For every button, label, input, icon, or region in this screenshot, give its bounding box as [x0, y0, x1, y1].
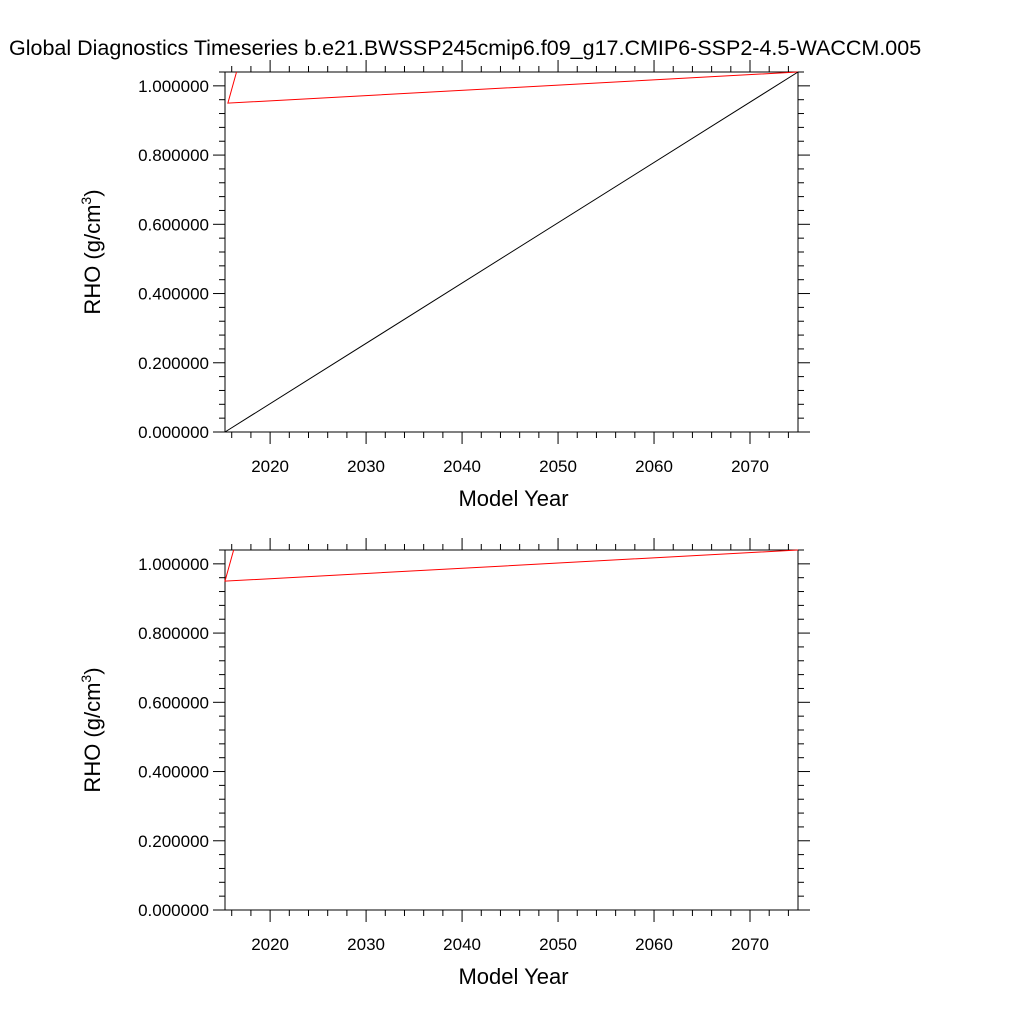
y-axis-title-close: ): [80, 667, 105, 674]
y-tick-label: 0.400000: [138, 763, 209, 782]
y-tick-label: 0.000000: [138, 901, 209, 920]
y-tick-label: 0.200000: [138, 832, 209, 851]
figure-title: Global Diagnostics Timeseries b.e21.BWSS…: [9, 36, 922, 60]
series-line-0: [227, 71, 799, 104]
y-tick-label: 0.600000: [138, 693, 209, 712]
x-axis-title: Model Year: [458, 486, 568, 511]
y-axis-title-close: ): [80, 189, 105, 196]
y-axis-title-superscript: 3: [78, 675, 94, 683]
x-tick-label: 2050: [539, 935, 577, 954]
y-axis-title-superscript: 3: [78, 197, 94, 205]
x-tick-label: 2060: [635, 457, 673, 476]
x-tick-label: 2030: [347, 935, 385, 954]
chart-panel-bottom: 2020 2030 2040 2050 2060 2070 0.000000 0.200000…: [78, 538, 810, 989]
y-tick-label: 1.000000: [138, 555, 209, 574]
y-tick-label: 0.800000: [138, 146, 209, 165]
series-line-1: [224, 71, 799, 433]
x-tick-label: 2050: [539, 457, 577, 476]
y-tick-label: 0.600000: [138, 215, 209, 234]
y-axis-title: RHO (g/cm3): [78, 667, 105, 792]
x-axis-title: Model Year: [458, 964, 568, 989]
y-tick-label: 0.400000: [138, 285, 209, 304]
x-tick-label: 2060: [635, 935, 673, 954]
y-tick-label: 0.200000: [138, 354, 209, 373]
x-tick-label: 2070: [731, 935, 769, 954]
x-tick-label: 2030: [347, 457, 385, 476]
series-line-0: [224, 549, 799, 582]
y-tick-label: 0.000000: [138, 423, 209, 442]
chart-panel-top: 2020 2030 2040 2050 2060 2070 0.000000 0.200000…: [78, 60, 810, 511]
x-tick-label: 2040: [443, 935, 481, 954]
y-axis-title: RHO (g/cm3): [78, 189, 105, 314]
y-axis-title-main: RHO (g/cm: [80, 205, 105, 315]
x-tick-label: 2020: [251, 935, 289, 954]
x-tick-label: 2020: [251, 457, 289, 476]
x-tick-label: 2040: [443, 457, 481, 476]
y-tick-label: 1.000000: [138, 77, 209, 96]
x-tick-label: 2070: [731, 457, 769, 476]
y-axis-title-main: RHO (g/cm: [80, 683, 105, 793]
y-tick-label: 0.800000: [138, 624, 209, 643]
plot-frame: [224, 549, 799, 911]
